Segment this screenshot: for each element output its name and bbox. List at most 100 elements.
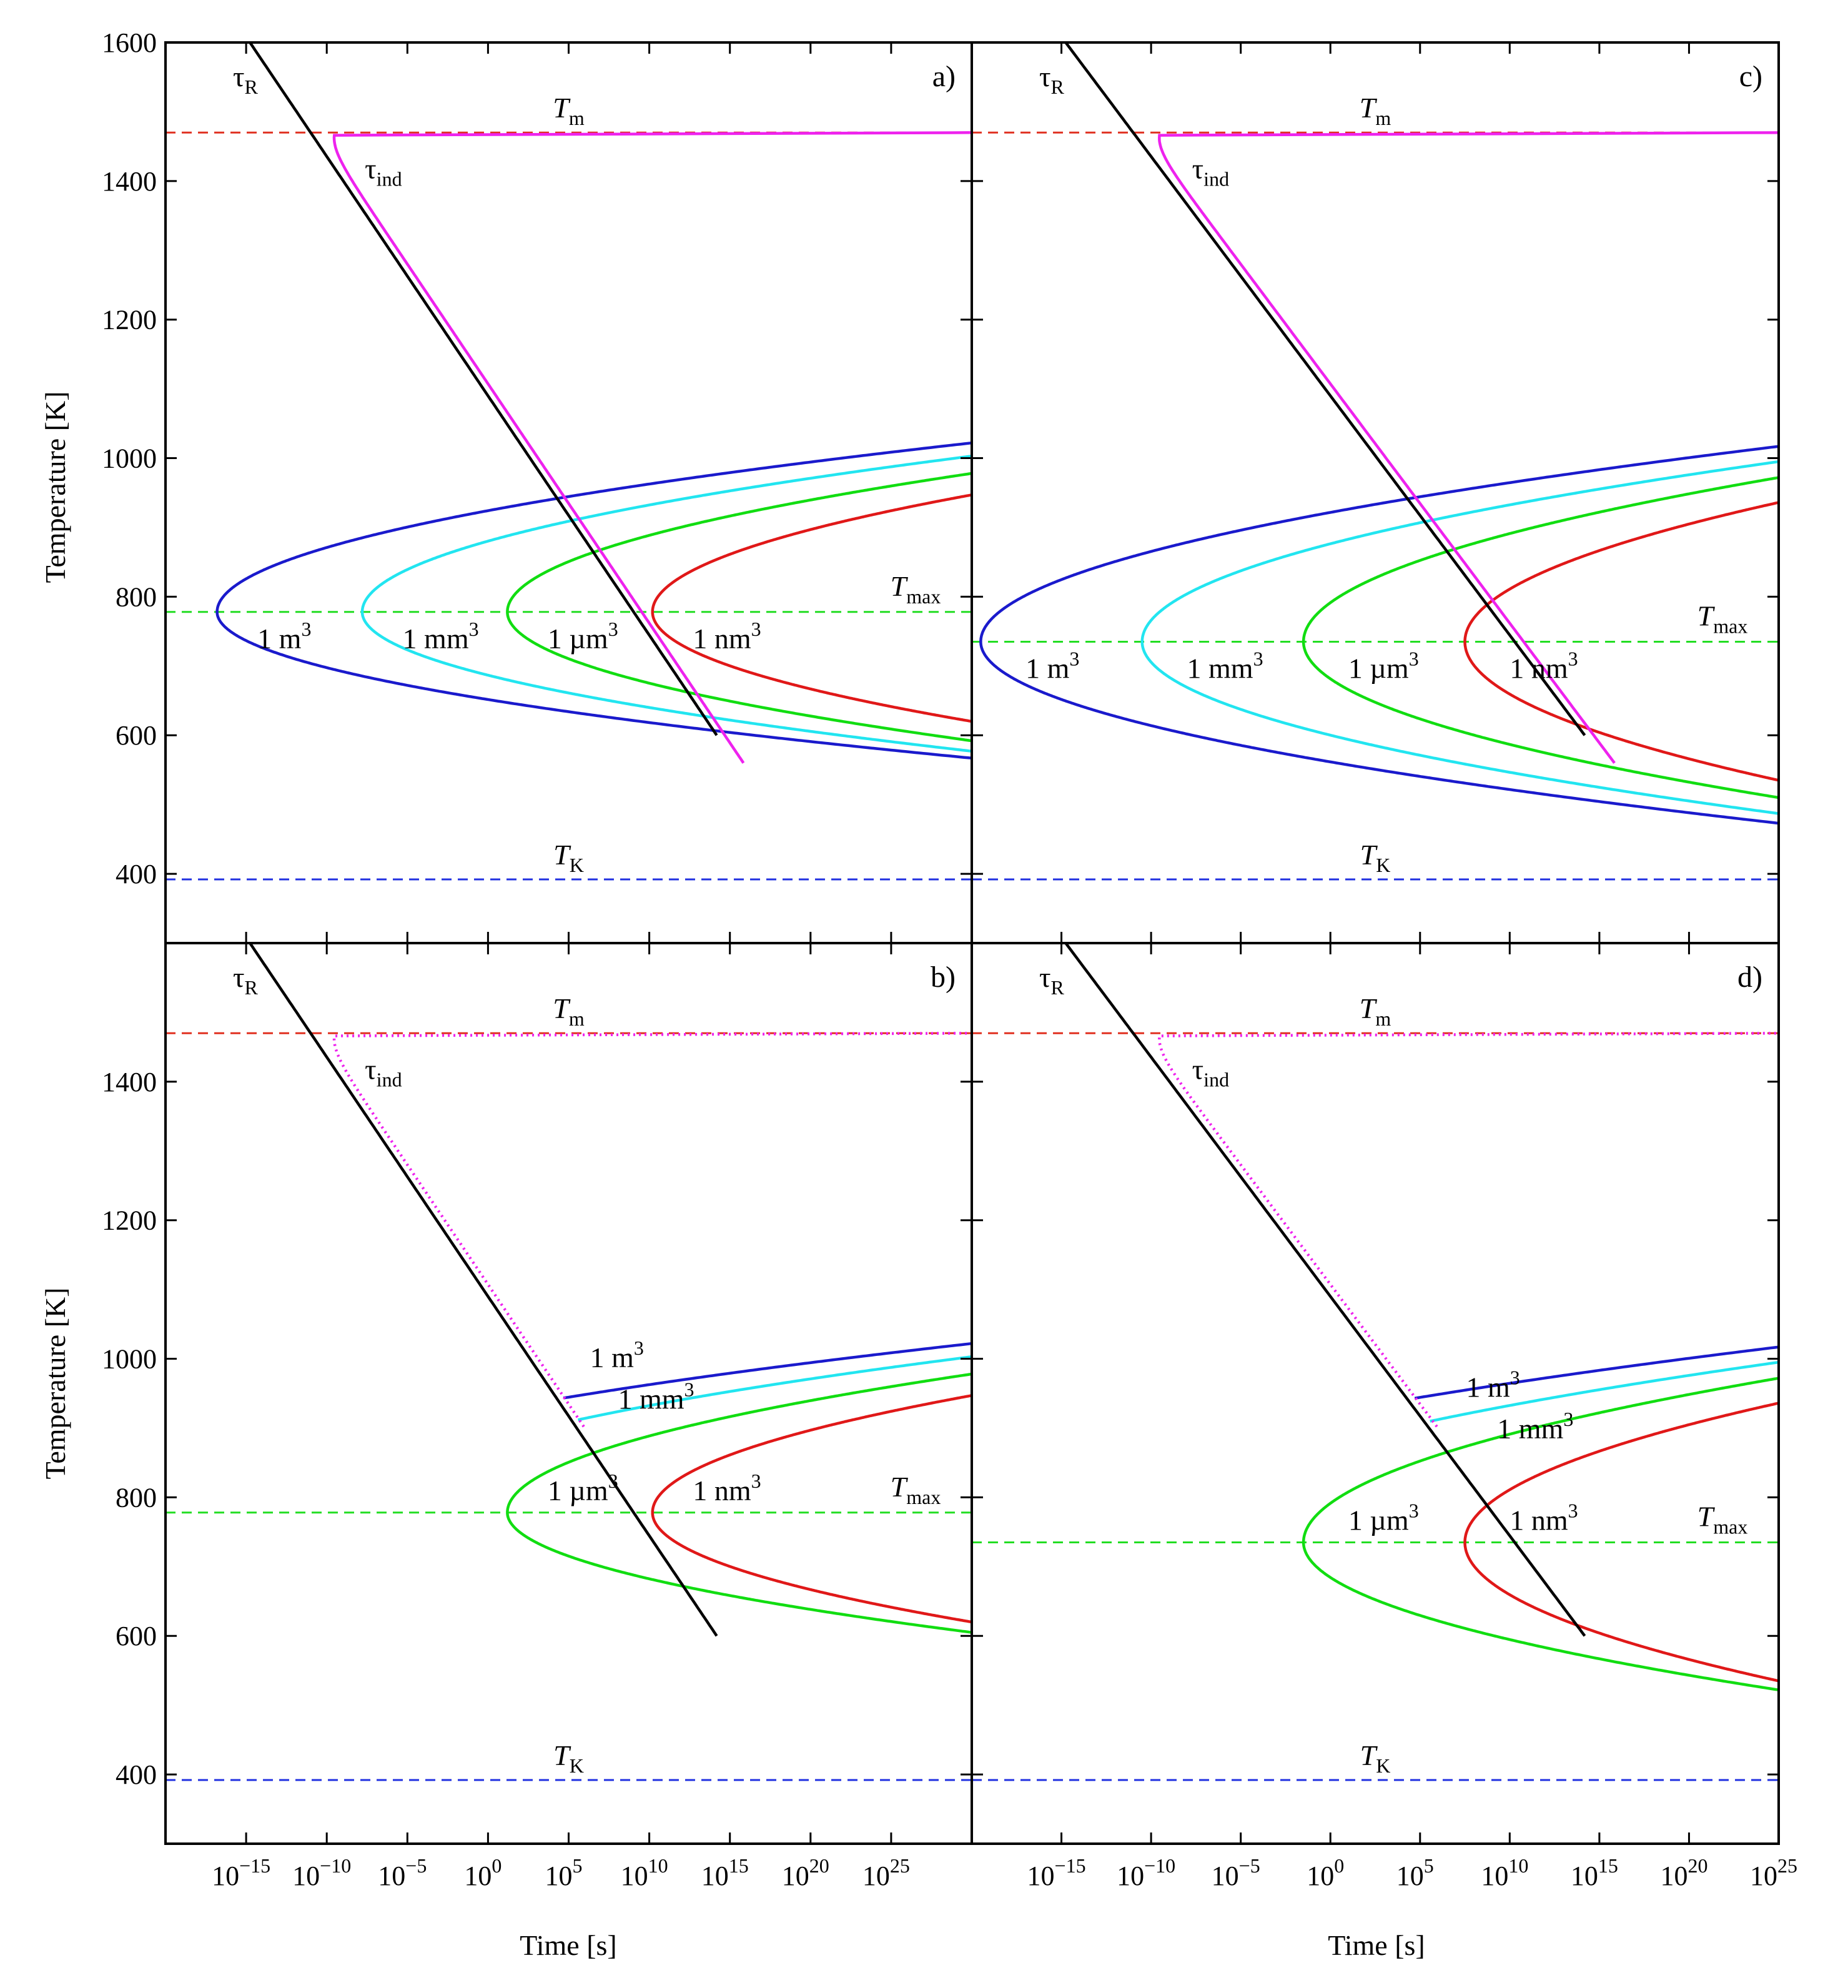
y-tick-label: 1600 <box>102 27 157 58</box>
x-axis-label-right: Time [s] <box>1328 1929 1425 1961</box>
series-label-2: 1 mm3 <box>618 1378 694 1415</box>
label-t-m: Tm <box>1360 92 1391 129</box>
plot-area <box>166 42 972 881</box>
series-label-4: 1 nm3 <box>693 618 761 655</box>
series-curve-3 <box>1302 1377 1779 1692</box>
series-curve-1 <box>1414 1345 1779 1400</box>
relaxation-curve <box>248 42 718 736</box>
plot-area <box>972 42 1779 881</box>
x-tick-label: 1025 <box>862 1854 910 1891</box>
series-curve-4 <box>1463 1402 1779 1683</box>
x-tick-label: 1015 <box>701 1854 749 1891</box>
x-tick-label: 1020 <box>1660 1854 1707 1891</box>
label-t-max: Tmax <box>891 570 941 608</box>
panel-a: 400 600 800 1000 1200 1400 1600 a) Tm Tmax TK τR τin… <box>102 27 973 944</box>
series-curve-3 <box>1302 476 1779 799</box>
x-tick-label: 105 <box>545 1854 583 1891</box>
x-tick-label: 10−5 <box>1212 1854 1260 1891</box>
y-tick-label: 1000 <box>102 1344 157 1375</box>
panel-c: c) Tm Tmax TK τR τind 1 m3 1 mm3 1 µm3 1 nm3 <box>971 41 1780 944</box>
series-label-1: 1 m3 <box>1466 1367 1519 1403</box>
x-tick-label: 10−15 <box>212 1854 270 1891</box>
x-tick-label: 10−15 <box>1027 1854 1086 1891</box>
x-tick-label: 10−10 <box>1117 1854 1175 1891</box>
label-tau-r: τR <box>1039 961 1065 999</box>
y-tick-label: 1200 <box>102 1205 157 1236</box>
y-tick-label: 600 <box>116 720 157 751</box>
axes-frame <box>971 942 1780 1845</box>
series-label-1: 1 m3 <box>590 1337 644 1373</box>
label-tau-r: τR <box>233 61 259 98</box>
x-tick-label: 1010 <box>621 1854 668 1891</box>
y-tick-label: 1200 <box>102 305 157 335</box>
y-axis-label-bottom: Temperature [K] <box>39 1287 71 1479</box>
label-tau-ind: τind <box>365 1053 402 1090</box>
plot-area <box>972 943 1779 1781</box>
x-tick-label: 1010 <box>1481 1854 1528 1891</box>
label-t-k: TK <box>553 1739 584 1777</box>
y-tick-label: 400 <box>116 1759 157 1790</box>
series-label-2: 1 mm3 <box>1497 1408 1573 1445</box>
label-t-k: TK <box>1360 1739 1391 1777</box>
label-t-m: Tm <box>1360 992 1391 1030</box>
x-tick-label: 1020 <box>782 1854 829 1891</box>
y-tick-label: 1400 <box>102 1067 157 1097</box>
y-axis-label-top: Temperature [K] <box>39 391 71 583</box>
x-tick-label: 100 <box>1307 1854 1344 1891</box>
x-tick-label: 100 <box>464 1854 502 1891</box>
induction-curve <box>332 131 972 764</box>
plot-area <box>166 943 972 1781</box>
series-curve-4 <box>651 1394 972 1624</box>
panel-b: 400 600 800 1000 1200 1400 10−15 10−10 10−5 100 10… <box>102 942 973 1891</box>
induction-curve <box>332 1032 972 1428</box>
panel-tag: d) <box>1737 961 1762 994</box>
x-tick-label: 1025 <box>1750 1854 1797 1891</box>
panel-tag: b) <box>931 961 956 994</box>
series-label-1: 1 m3 <box>1025 647 1079 684</box>
label-tau-r: τR <box>1039 61 1065 98</box>
series-label-3: 1 µm3 <box>1348 1499 1419 1536</box>
series-label-2: 1 mm3 <box>403 618 479 655</box>
y-tick-label: 800 <box>116 581 157 612</box>
series-curve-1 <box>215 441 972 760</box>
label-t-k: TK <box>553 839 584 876</box>
x-tick-label: 10−5 <box>378 1854 427 1891</box>
series-curve-2 <box>360 454 972 753</box>
x-axis-label-left: Time [s] <box>520 1929 617 1961</box>
y-tick-label: 600 <box>116 1621 157 1651</box>
label-tau-ind: τind <box>1192 1053 1229 1090</box>
series-label-2: 1 mm3 <box>1187 647 1263 684</box>
label-tau-ind: τind <box>1192 152 1229 190</box>
label-t-m: Tm <box>553 92 585 129</box>
relaxation-curve <box>1064 943 1586 1637</box>
series-label-3: 1 µm3 <box>548 1470 618 1506</box>
relaxation-curve <box>1064 42 1586 736</box>
x-tick-label: 105 <box>1396 1854 1434 1891</box>
series-label-4: 1 nm3 <box>693 1470 761 1506</box>
label-t-max: Tmax <box>891 1471 941 1508</box>
y-tick-label: 1000 <box>102 443 157 474</box>
series-curve-4 <box>651 493 972 723</box>
relaxation-curve <box>248 943 718 1637</box>
label-tau-r: τR <box>233 961 259 999</box>
y-tick-label: 400 <box>116 859 157 889</box>
series-curve-1 <box>563 1342 972 1400</box>
series-curve-1 <box>979 445 1779 825</box>
series-curve-3 <box>506 1372 972 1634</box>
label-t-max: Tmax <box>1697 600 1748 637</box>
panel-tag: a) <box>932 60 956 93</box>
x-tick-label: 10−10 <box>292 1854 351 1891</box>
series-label-3: 1 µm3 <box>1348 647 1419 684</box>
y-tick-label: 800 <box>116 1482 157 1513</box>
series-curve-4 <box>1463 501 1779 782</box>
series-label-4: 1 nm3 <box>1510 647 1578 684</box>
x-tick-label: 1015 <box>1571 1854 1618 1891</box>
series-label-1: 1 m3 <box>257 618 311 655</box>
label-t-max: Tmax <box>1697 1500 1748 1538</box>
series-label-4: 1 nm3 <box>1510 1499 1578 1536</box>
series-curve-2 <box>1430 1360 1779 1423</box>
panel-tag: c) <box>1739 60 1762 93</box>
label-t-m: Tm <box>553 992 585 1030</box>
label-t-k: TK <box>1360 839 1391 876</box>
induction-curve <box>1158 131 1779 764</box>
